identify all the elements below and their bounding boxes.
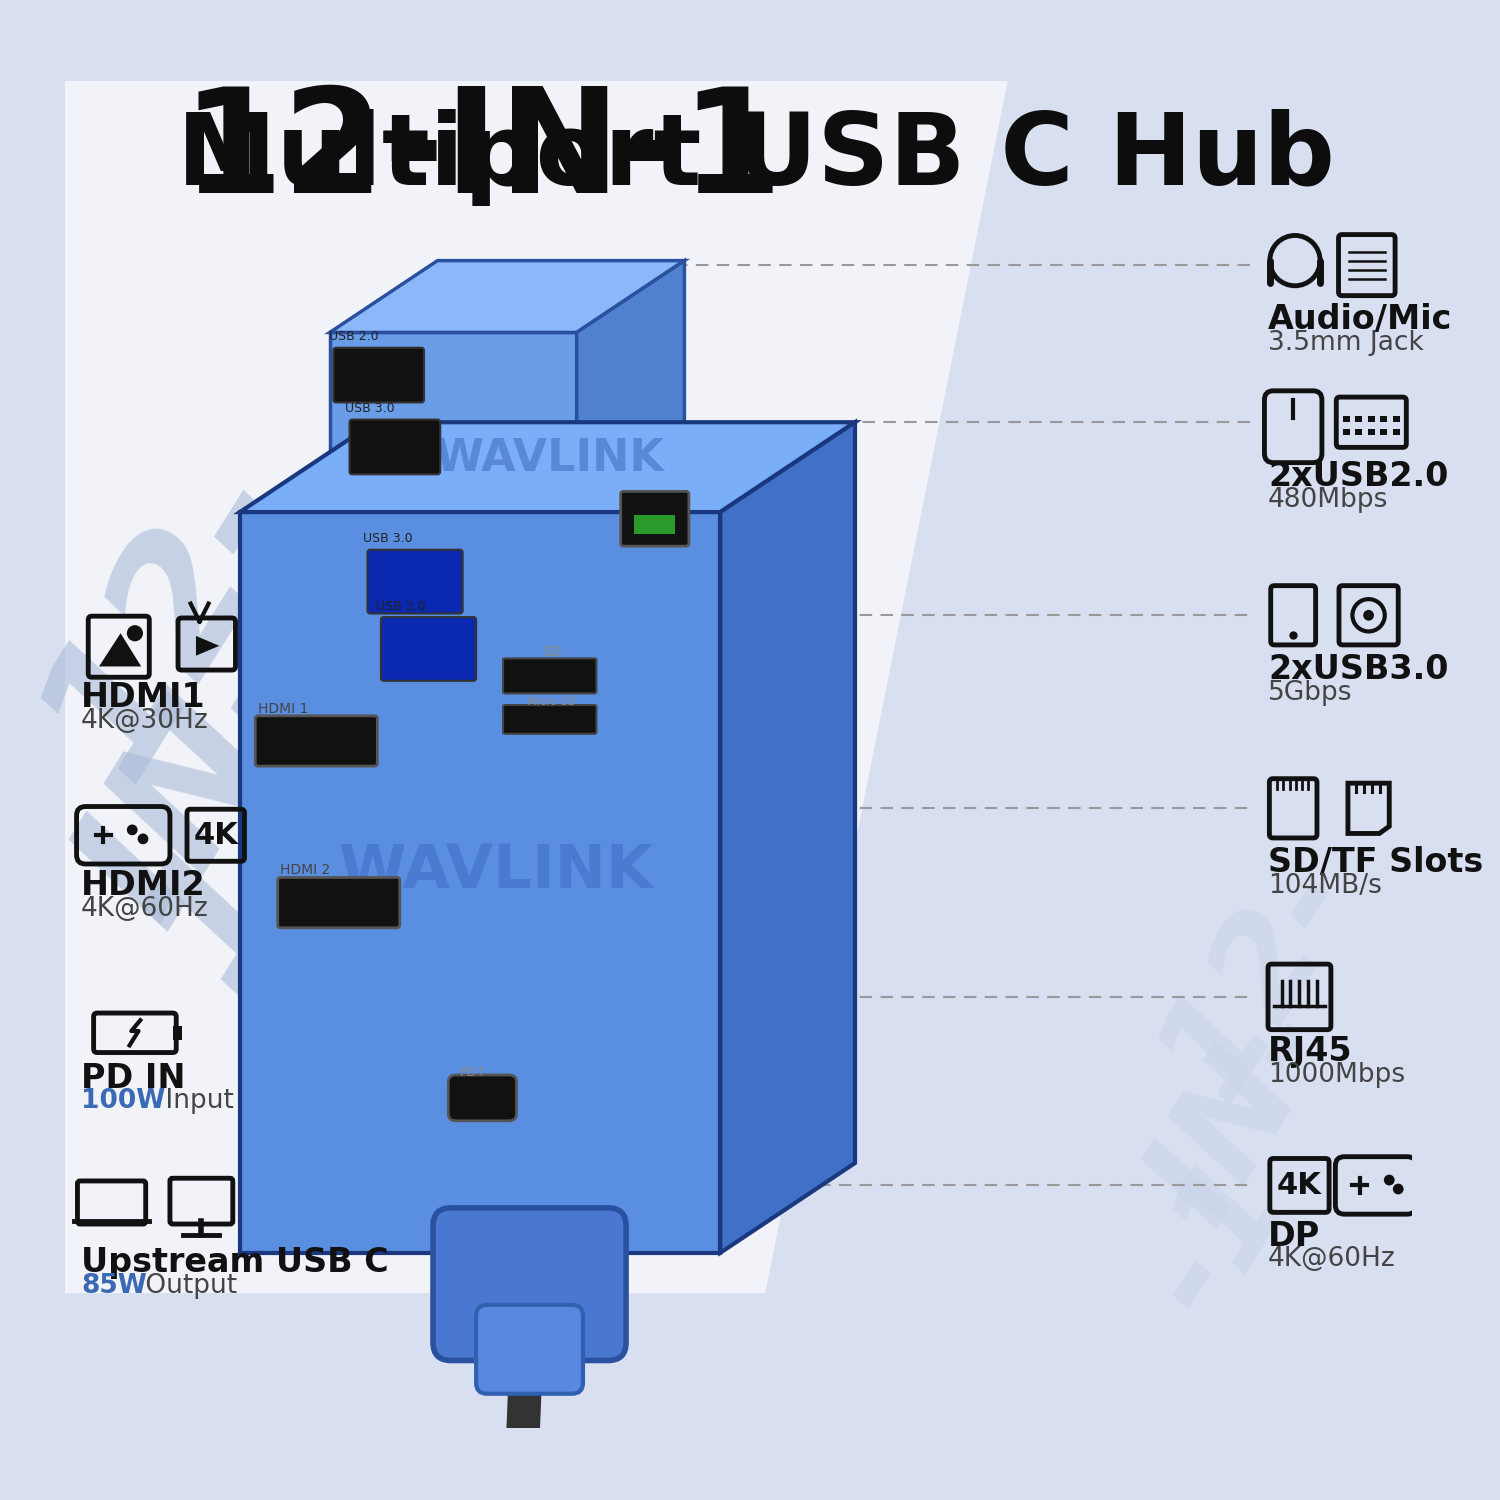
- FancyBboxPatch shape: [381, 616, 476, 681]
- FancyBboxPatch shape: [333, 348, 424, 402]
- Text: Micro SD: Micro SD: [526, 698, 576, 706]
- Text: 4K: 4K: [1276, 1172, 1322, 1200]
- FancyBboxPatch shape: [503, 705, 597, 734]
- Bar: [1394, 429, 1400, 435]
- Text: 3.5mm Jack: 3.5mm Jack: [1268, 330, 1424, 356]
- Text: Upstream USB C: Upstream USB C: [81, 1245, 388, 1278]
- Text: 1: 1: [114, 816, 330, 1016]
- Bar: [1394, 416, 1400, 422]
- Text: USB 3.0: USB 3.0: [363, 532, 413, 544]
- FancyBboxPatch shape: [433, 1208, 626, 1360]
- Polygon shape: [99, 633, 141, 666]
- FancyBboxPatch shape: [448, 1076, 516, 1120]
- Text: 2xUSB2.0: 2xUSB2.0: [1268, 460, 1449, 494]
- Text: IN-: IN-: [48, 610, 352, 952]
- Text: RJ45: RJ45: [1268, 1035, 1353, 1068]
- Text: 4K@30Hz: 4K@30Hz: [81, 708, 209, 734]
- FancyBboxPatch shape: [503, 658, 597, 693]
- Text: IN-: IN-: [1124, 982, 1358, 1245]
- Bar: [634, 514, 675, 534]
- Circle shape: [1394, 1184, 1404, 1194]
- Polygon shape: [330, 261, 684, 333]
- Text: SD: SD: [542, 645, 561, 660]
- Text: USB 3.0: USB 3.0: [345, 402, 394, 416]
- Bar: [1368, 429, 1376, 435]
- Bar: [1354, 429, 1362, 435]
- Text: HDMI1: HDMI1: [81, 681, 206, 714]
- Bar: [1354, 416, 1362, 422]
- Text: Input: Input: [158, 1089, 234, 1114]
- Text: 4K@60Hz: 4K@60Hz: [81, 897, 209, 922]
- Text: USB 2.0: USB 2.0: [328, 330, 378, 344]
- Polygon shape: [240, 422, 855, 512]
- Text: 12-: 12-: [1136, 837, 1383, 1120]
- Bar: [1342, 429, 1350, 435]
- Text: USB 3.0: USB 3.0: [376, 600, 426, 612]
- Polygon shape: [196, 636, 219, 656]
- Text: 12-IN-1: 12-IN-1: [182, 82, 783, 224]
- Text: 480Mbps: 480Mbps: [1268, 488, 1389, 513]
- Bar: [1380, 416, 1388, 422]
- Circle shape: [1364, 610, 1374, 621]
- Circle shape: [1384, 1174, 1395, 1185]
- Text: -1: -1: [1120, 1138, 1317, 1341]
- Polygon shape: [576, 261, 684, 602]
- Circle shape: [128, 825, 138, 836]
- Text: Audio/Mic: Audio/Mic: [1268, 303, 1452, 336]
- Text: WAVLINK: WAVLINK: [435, 436, 664, 480]
- Text: 1000Mbps: 1000Mbps: [1268, 1062, 1406, 1088]
- Polygon shape: [330, 333, 576, 602]
- Circle shape: [138, 834, 148, 844]
- Text: PD↑: PD↑: [460, 1066, 488, 1080]
- Text: SD/TF Slots: SD/TF Slots: [1268, 846, 1484, 879]
- Text: HDMI 1: HDMI 1: [258, 702, 309, 715]
- Text: 2xUSB3.0: 2xUSB3.0: [1268, 652, 1449, 686]
- Bar: [1342, 416, 1350, 422]
- Polygon shape: [720, 422, 855, 1252]
- Text: 12-: 12-: [12, 435, 333, 804]
- Text: PD IN: PD IN: [81, 1062, 186, 1095]
- Text: 5Gbps: 5Gbps: [1268, 680, 1353, 706]
- Text: 4K: 4K: [194, 821, 238, 850]
- Bar: [1368, 416, 1376, 422]
- Polygon shape: [64, 81, 1008, 1293]
- FancyBboxPatch shape: [350, 420, 439, 474]
- FancyBboxPatch shape: [278, 878, 400, 927]
- Polygon shape: [240, 512, 720, 1252]
- Text: WAVLINK: WAVLINK: [338, 842, 654, 900]
- FancyBboxPatch shape: [368, 549, 462, 614]
- Text: 4K@60Hz: 4K@60Hz: [1268, 1246, 1396, 1272]
- Text: HDMI 2: HDMI 2: [280, 864, 330, 877]
- Bar: [172, 1026, 182, 1039]
- Text: Multiport USB C Hub: Multiport USB C Hub: [177, 110, 1335, 206]
- Text: 104MB/s: 104MB/s: [1268, 873, 1382, 898]
- FancyBboxPatch shape: [255, 716, 378, 766]
- Text: 85W: 85W: [81, 1272, 147, 1299]
- Text: DP: DP: [1268, 1220, 1320, 1252]
- FancyBboxPatch shape: [621, 492, 688, 546]
- Bar: [1380, 429, 1388, 435]
- Text: HDMI2: HDMI2: [81, 870, 206, 903]
- Text: 100W: 100W: [81, 1089, 165, 1114]
- FancyBboxPatch shape: [476, 1305, 584, 1394]
- Text: Output: Output: [136, 1272, 237, 1299]
- Circle shape: [128, 626, 142, 642]
